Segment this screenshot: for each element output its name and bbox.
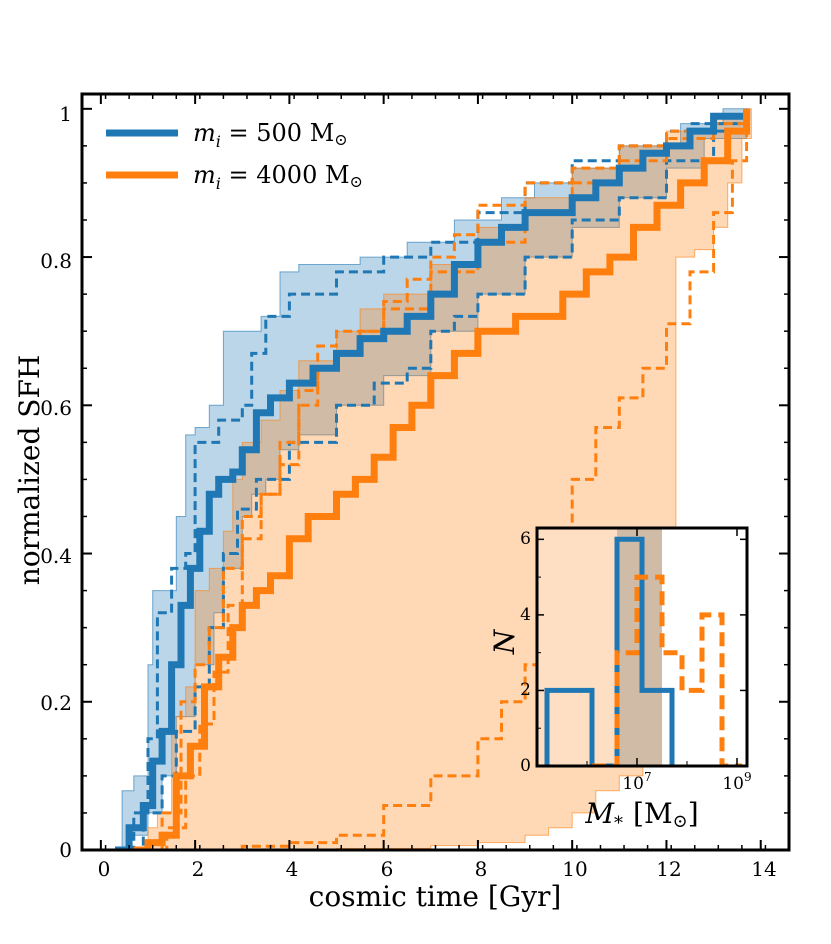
x-tick-label: 14 <box>751 857 776 881</box>
y-axis-title: normalized SFH <box>13 355 46 586</box>
inset-y-tick-label: 6 <box>520 529 531 549</box>
x-tick-label: 12 <box>656 857 681 881</box>
inset-x-tick-label: 107 <box>622 770 651 794</box>
main-lines <box>115 108 751 850</box>
sfh-dashed-line <box>148 108 749 850</box>
y-tick-label: 0 <box>59 838 72 862</box>
inset-hist-mi=4000 <box>592 574 742 766</box>
sfh-median-line <box>133 108 751 850</box>
sfh-dashed-line <box>171 108 749 850</box>
x-tick-label: 6 <box>381 857 394 881</box>
inset-steps <box>544 536 742 766</box>
y-tick-labels: 0 0.2 0.4 0.6 0.8 1 <box>40 102 72 862</box>
inset-x-axis-title: M* [M⊙] <box>584 797 698 834</box>
legend: mi = 500 M⊙ mi = 4000 M⊙ <box>106 119 363 193</box>
inset-shade-range-0 <box>537 528 617 766</box>
inset-ticks <box>537 528 747 767</box>
legend-label-500: mi = 500 M⊙ <box>193 119 348 151</box>
inset-y-tick-label: 2 <box>520 680 531 700</box>
main-ticks <box>81 94 790 851</box>
x-tick-label: 0 <box>98 857 111 881</box>
main-plot: 0 2 4 6 8 10 12 14 0 0.2 0.4 0.6 0.8 1 c… <box>13 92 791 913</box>
inset-frame <box>535 526 749 768</box>
inset-y-axis-title: N <box>488 628 521 655</box>
inset-y-tick-labels: 0 2 4 6 <box>520 529 531 776</box>
inset-x-tick-label: 109 <box>722 770 751 794</box>
inset-x-tick-labels: 107 109 <box>622 770 751 794</box>
x-tick-label: 2 <box>192 857 205 881</box>
x-tick-label: 4 <box>286 857 299 881</box>
y-tick-label: 1 <box>59 102 72 126</box>
inset-y-tick-label: 4 <box>520 605 531 625</box>
x-tick-label: 10 <box>562 857 587 881</box>
sfh-dashed-line <box>143 108 749 850</box>
x-tick-label: 8 <box>475 857 488 881</box>
y-tick-label: 0.2 <box>40 691 72 715</box>
legend-label-4000: mi = 4000 M⊙ <box>193 161 363 193</box>
x-axis-title: cosmic time [Gyr] <box>309 880 562 913</box>
sfh-median-line <box>115 108 751 850</box>
inset-histogram: 0 2 4 6 107 109 M* [M⊙] N <box>488 526 752 834</box>
y-tick-label: 0.6 <box>40 396 72 420</box>
y-tick-label: 0.4 <box>40 544 72 568</box>
inset-y-tick-label: 0 <box>520 756 531 776</box>
y-tick-label: 0.8 <box>40 249 72 273</box>
x-tick-labels: 0 2 4 6 8 10 12 14 <box>98 857 777 881</box>
